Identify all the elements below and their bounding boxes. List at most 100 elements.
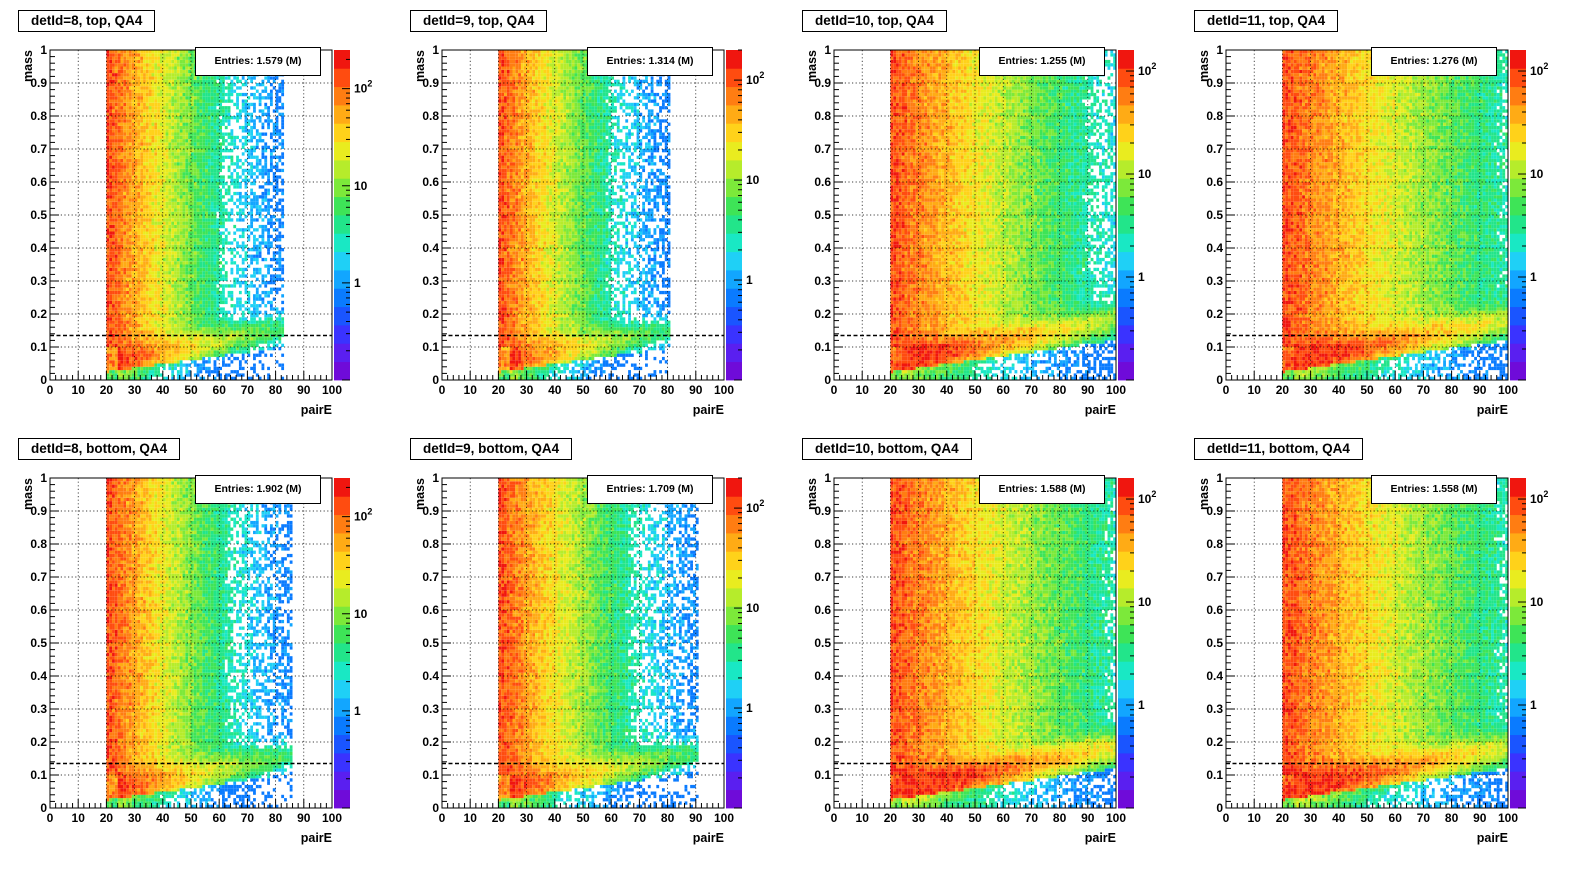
heat-cell bbox=[202, 182, 206, 186]
heat-cell bbox=[219, 327, 223, 331]
heat-cell bbox=[168, 145, 172, 149]
heat-cell bbox=[168, 284, 172, 288]
heat-cell bbox=[134, 102, 138, 107]
heat-cell bbox=[165, 119, 169, 123]
heat-cell bbox=[185, 89, 189, 93]
heat-cell bbox=[202, 327, 206, 331]
heat-cell bbox=[126, 162, 129, 166]
heat-cell bbox=[199, 347, 203, 351]
heat-cell bbox=[213, 238, 217, 242]
heat-cell bbox=[191, 165, 194, 169]
heat-cell bbox=[114, 290, 118, 295]
heat-cell bbox=[171, 158, 175, 163]
heat-cell bbox=[224, 327, 228, 331]
heat-cell bbox=[120, 353, 124, 357]
heat-cell bbox=[134, 185, 138, 189]
heat-cell bbox=[117, 168, 121, 173]
heat-cell bbox=[193, 221, 197, 225]
heat-cell bbox=[171, 290, 175, 295]
heat-cell bbox=[216, 370, 220, 374]
heat-cell bbox=[230, 182, 234, 186]
heat-cell bbox=[128, 297, 132, 301]
heat-cell bbox=[171, 261, 175, 265]
heat-cell bbox=[165, 145, 169, 149]
heat-cell bbox=[131, 310, 135, 314]
heat-cell bbox=[182, 158, 186, 163]
heat-cell bbox=[191, 347, 194, 351]
heat-cell bbox=[171, 149, 175, 153]
heat-cell bbox=[106, 178, 110, 182]
heat-cell bbox=[140, 53, 144, 57]
heat-cell bbox=[233, 261, 237, 265]
heat-cell bbox=[176, 224, 180, 229]
heat-cell bbox=[154, 323, 158, 328]
heat-cell bbox=[241, 320, 245, 324]
heat-cell bbox=[193, 112, 197, 116]
heat-cell bbox=[196, 218, 200, 222]
heat-cell bbox=[128, 360, 132, 364]
heat-cell bbox=[174, 337, 177, 341]
heat-cell bbox=[123, 215, 127, 219]
heat-cell bbox=[174, 228, 177, 232]
heat-cell bbox=[238, 267, 242, 272]
heat-cell bbox=[165, 304, 169, 308]
heat-cell bbox=[148, 360, 152, 364]
heat-cell bbox=[185, 102, 189, 107]
heat-cell bbox=[219, 195, 223, 199]
heat-cell bbox=[131, 201, 135, 206]
heat-cell bbox=[216, 122, 220, 126]
heat-cell bbox=[219, 274, 223, 278]
heat-cell bbox=[168, 135, 172, 140]
heat-cell bbox=[261, 224, 265, 229]
heat-cell bbox=[165, 323, 169, 328]
heat-cell bbox=[114, 251, 118, 255]
heat-cell bbox=[151, 333, 155, 338]
heat-cell bbox=[109, 69, 113, 74]
heat-cell bbox=[191, 109, 194, 113]
heat-cell bbox=[131, 218, 135, 222]
heat-cell bbox=[176, 241, 180, 245]
heat-cell bbox=[213, 142, 217, 146]
heat-cell bbox=[205, 89, 208, 93]
heat-cell bbox=[196, 125, 200, 130]
heat-cell bbox=[179, 347, 183, 351]
heat-cell bbox=[159, 244, 163, 248]
heat-cell bbox=[120, 307, 124, 311]
heat-cell bbox=[128, 79, 132, 83]
heat-cell bbox=[140, 89, 144, 93]
heat-cell bbox=[162, 122, 166, 126]
heat-cell bbox=[154, 241, 158, 245]
heat-cell bbox=[185, 221, 189, 225]
heat-cell bbox=[114, 63, 118, 67]
heat-cell bbox=[159, 66, 163, 70]
heat-cell bbox=[199, 353, 203, 357]
heat-cell bbox=[168, 366, 172, 371]
heat-cell bbox=[126, 116, 129, 120]
heat-cell bbox=[157, 297, 160, 301]
heat-cell bbox=[202, 228, 206, 232]
heat-cell bbox=[185, 142, 189, 146]
heat-cell bbox=[216, 340, 220, 344]
heat-cell bbox=[241, 234, 245, 239]
heat-cell bbox=[202, 347, 206, 351]
heat-cell bbox=[131, 238, 135, 242]
heat-cell bbox=[213, 343, 217, 347]
heat-cell bbox=[168, 261, 172, 265]
heat-cell bbox=[123, 129, 127, 133]
heat-cell bbox=[199, 254, 203, 258]
heat-cell bbox=[168, 231, 172, 235]
heat-cell bbox=[238, 195, 242, 199]
heat-cell bbox=[165, 122, 169, 126]
heat-cell bbox=[137, 56, 141, 60]
heat-cell bbox=[253, 125, 256, 130]
heat-cell bbox=[165, 132, 169, 136]
heat-cell bbox=[128, 56, 132, 60]
heat-cell bbox=[193, 244, 197, 248]
heat-cell bbox=[109, 119, 113, 123]
heat-cell bbox=[120, 63, 124, 67]
heat-cell bbox=[123, 218, 127, 222]
heat-cell bbox=[128, 155, 132, 159]
heat-cell bbox=[174, 267, 177, 272]
heat-cell bbox=[199, 109, 203, 113]
heat-cell bbox=[137, 191, 141, 196]
